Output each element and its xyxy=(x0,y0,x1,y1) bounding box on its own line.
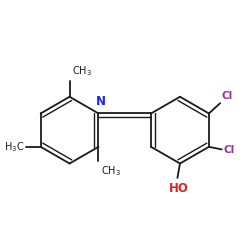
Text: CH$_3$: CH$_3$ xyxy=(101,164,121,178)
Text: HO: HO xyxy=(169,182,189,195)
Text: Cl: Cl xyxy=(223,145,234,155)
Text: Cl: Cl xyxy=(222,91,233,101)
Text: N: N xyxy=(96,95,106,108)
Text: CH$_3$: CH$_3$ xyxy=(72,64,92,78)
Text: H$_3$C: H$_3$C xyxy=(4,140,24,154)
